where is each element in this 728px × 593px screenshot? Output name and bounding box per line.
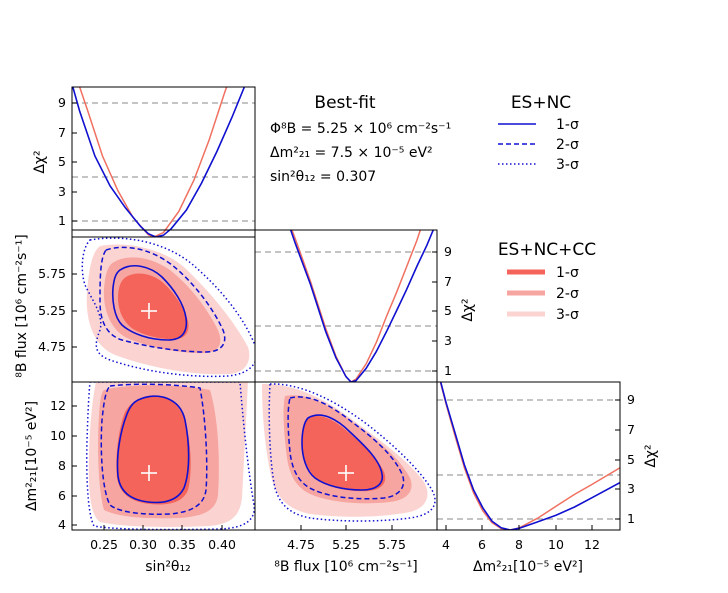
legend-title: ES+NC xyxy=(511,93,571,113)
y-axis-label: Δχ² xyxy=(643,444,659,467)
ytick-label: 5 xyxy=(627,452,635,467)
legend-es-nc: ES+NC 1-σ 2-σ 3-σ xyxy=(498,93,579,173)
y-axis-label: Δm²₂₁[10⁻⁵ eV²] xyxy=(24,401,40,511)
es-nc-cc-curve xyxy=(291,230,422,382)
ytick-label: 4 xyxy=(58,517,66,532)
ytick-label: 9 xyxy=(627,392,635,407)
xtick-label: 4.75 xyxy=(287,537,315,552)
legend-label: 3-σ xyxy=(556,307,579,323)
ytick-label: 3 xyxy=(444,333,452,348)
ytick-label: 5 xyxy=(444,303,452,318)
es-nc-3sigma-contour xyxy=(81,237,255,378)
ytick-label: 5.75 xyxy=(38,266,66,281)
panel-sin2-dm2-contours: 4 6 8 10 12 0.25 0.30 0.35 0.40 Δm²₂₁[10… xyxy=(24,381,256,575)
xtick-label: 6 xyxy=(478,537,486,552)
panel-sin2-flux-contours: 4.75 5.25 5.75 ⁸B flux [10⁶ cm⁻²s⁻¹] xyxy=(14,229,256,383)
ytick-label: 1 xyxy=(627,511,635,526)
best-fit-phi: Φ⁸B = 5.25 × 10⁶ cm⁻²s⁻¹ xyxy=(270,121,451,137)
contour-1sigma-fill xyxy=(118,273,189,340)
es-nc-1sigma-contour xyxy=(116,395,190,504)
panel-dm2-dchi2: 1 3 5 7 9 4 6 8 10 12 Δχ² Δm²₂₁[10⁻⁵ eV²… xyxy=(436,381,659,575)
ytick-label: 10 xyxy=(50,428,66,443)
best-fit-sin2: sin²θ₁₂ = 0.307 xyxy=(270,169,376,185)
es-nc-3sigma-contour xyxy=(268,383,436,522)
ytick-label: 7 xyxy=(627,422,635,437)
x-axis-label: sin²θ₁₂ xyxy=(145,559,190,575)
es-nc-2sigma-contour xyxy=(100,383,208,515)
xtick-label: 4 xyxy=(442,537,450,552)
ytick-label: 5 xyxy=(58,154,66,169)
xtick-label: 5.75 xyxy=(378,537,406,552)
es-nc-1sigma-contour xyxy=(111,265,188,341)
xtick-label: 10 xyxy=(548,537,564,552)
ytick-label: 9 xyxy=(444,244,452,259)
xtick-label: 0.40 xyxy=(208,537,236,552)
ytick-label: 1 xyxy=(58,213,66,228)
xtick-label: 0.25 xyxy=(90,537,118,552)
xtick-label: 5.25 xyxy=(332,537,360,552)
y-axis-label: ⁸B flux [10⁶ cm⁻²s⁻¹] xyxy=(14,234,30,378)
x-axis-label: Δm²₂₁[10⁻⁵ eV²] xyxy=(473,559,583,575)
legend-es-nc-cc: ES+NC+CC 1-σ 2-σ 3-σ xyxy=(498,240,596,323)
best-fit-annotation: Best-fit Φ⁸B = 5.25 × 10⁶ cm⁻²s⁻¹ Δm²₂₁ … xyxy=(270,93,451,185)
x-axis-label: ⁸B flux [10⁶ cm⁻²s⁻¹] xyxy=(274,559,418,575)
y-axis-label: Δχ² xyxy=(460,298,476,321)
contour-1sigma-fill xyxy=(301,415,386,492)
best-fit-marker xyxy=(338,465,354,481)
y-axis-label: Δχ² xyxy=(32,150,48,173)
legend-label: 2-σ xyxy=(556,286,579,302)
es-nc-cc-curve xyxy=(439,382,620,530)
es-nc-2sigma-contour xyxy=(287,396,405,500)
yticks-tl xyxy=(72,102,77,222)
ytick-label: 8 xyxy=(58,458,66,473)
es-nc-1sigma-contour xyxy=(301,414,384,491)
xtick-label: 8 xyxy=(515,537,523,552)
xtick-label: 0.30 xyxy=(129,537,157,552)
es-nc-curve xyxy=(72,87,246,237)
ytick-label: 4.75 xyxy=(38,339,66,354)
best-fit-marker xyxy=(141,465,157,481)
ytick-label: 9 xyxy=(58,95,66,110)
ytick-label: 12 xyxy=(50,398,66,413)
best-fit-title: Best-fit xyxy=(314,93,375,113)
legend-title: ES+NC+CC xyxy=(498,240,596,260)
ytick-label: 3 xyxy=(58,184,66,199)
es-nc-curve xyxy=(289,230,435,382)
es-nc-curve xyxy=(439,382,620,530)
panel-sin2-dchi2: 1 3 5 7 9 Δχ² xyxy=(32,86,256,238)
legend-label: 2-σ xyxy=(556,137,579,153)
xtick-label: 12 xyxy=(584,537,600,552)
ytick-label: 6 xyxy=(58,488,66,503)
ytick-label: 3 xyxy=(627,481,635,496)
best-fit-marker xyxy=(141,303,157,319)
es-nc-2sigma-contour xyxy=(99,246,226,353)
legend-label: 1-σ xyxy=(556,265,579,281)
ytick-label: 7 xyxy=(58,125,66,140)
panel-flux-dchi2: 1 3 5 7 9 Δχ² xyxy=(254,229,476,383)
ytick-label: 1 xyxy=(444,363,452,378)
ytick-label: 5.25 xyxy=(38,303,66,318)
ytick-label: 7 xyxy=(444,274,452,289)
legend-label: 3-σ xyxy=(556,157,579,173)
legend-label: 1-σ xyxy=(556,117,579,133)
xtick-label: 0.35 xyxy=(168,537,196,552)
contour-1sigma-fill xyxy=(116,395,191,505)
best-fit-dm2: Δm²₂₁ = 7.5 × 10⁻⁵ eV² xyxy=(270,145,433,161)
es-nc-cc-curve xyxy=(78,87,228,237)
panel-flux-dm2-contours: 4.75 5.25 5.75 ⁸B flux [10⁶ cm⁻²s⁻¹] xyxy=(254,381,438,575)
